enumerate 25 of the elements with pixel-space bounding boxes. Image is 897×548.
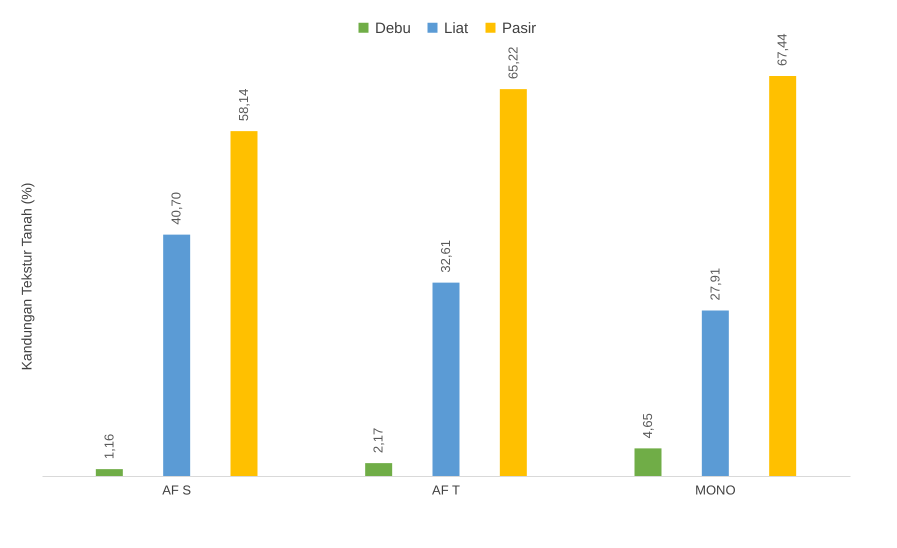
data-label: 2,17	[370, 428, 386, 454]
data-label: 65,22	[505, 46, 520, 80]
data-label: 27,91	[707, 268, 722, 300]
legend-label: Liat	[444, 20, 470, 37]
bar	[230, 131, 258, 476]
bar	[96, 469, 123, 476]
bar	[432, 282, 460, 476]
x-tick-label: AF T	[432, 482, 460, 498]
bar	[634, 448, 662, 476]
x-tick-label: MONO	[695, 482, 736, 498]
data-label: 32,61	[438, 240, 453, 273]
bar	[702, 310, 729, 476]
data-label: 40,70	[168, 192, 184, 225]
legend-label: Pasir	[502, 20, 536, 37]
bar	[769, 76, 796, 476]
bar	[163, 234, 190, 476]
data-label: 67,44	[774, 33, 790, 66]
x-tick-label: AF S	[162, 482, 192, 498]
data-label: 58,14	[236, 88, 251, 122]
data-label: 4,65	[640, 413, 655, 438]
legend-label: Debu	[375, 20, 411, 37]
bar	[500, 89, 527, 476]
y-axis-title: Kandungan Tekstur Tanah (%)	[18, 182, 34, 370]
bar	[365, 463, 392, 476]
data-label: 1,16	[101, 434, 116, 460]
